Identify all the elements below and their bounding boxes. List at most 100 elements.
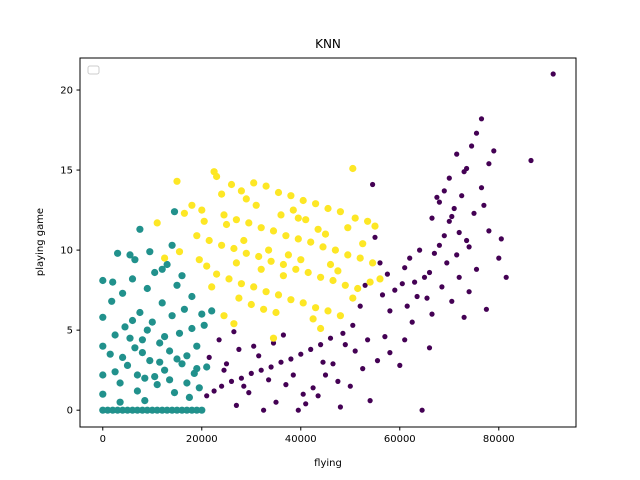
y-tick-label-1: 5: [67, 326, 73, 337]
series-2-point-93: [279, 272, 287, 280]
series-2-point-31: [369, 259, 377, 267]
series-2-point-16: [371, 222, 379, 230]
series-0-point-80: [320, 359, 326, 365]
series-2-point-73: [277, 211, 285, 219]
series-2-point-49: [237, 280, 245, 288]
series-1-point-85: [128, 316, 137, 325]
series-0-point-75: [266, 377, 272, 383]
series-1-point-38: [136, 308, 144, 317]
series-0-point-101: [280, 332, 286, 338]
series-0-point-22: [496, 255, 502, 261]
series-1-point-31: [119, 289, 127, 297]
series-2-point-15: [364, 217, 372, 225]
series-0-point-15: [446, 218, 452, 224]
series-2-point-7: [274, 188, 283, 197]
series-0-point-48: [340, 330, 346, 336]
series-1-point-51: [168, 312, 176, 320]
series-0-point-4: [469, 143, 475, 149]
series-1-point-72: [188, 292, 196, 301]
series-0-point-1: [528, 157, 534, 164]
series-0-point-95: [221, 367, 227, 373]
series-2-point-14: [351, 214, 359, 222]
series-2-point-94: [257, 265, 265, 273]
series-2-point-78: [252, 201, 260, 209]
series-0-point-38: [483, 306, 489, 312]
series-0-point-112: [414, 293, 420, 300]
series-0-point-103: [241, 383, 247, 389]
series-0-point-78: [223, 361, 230, 367]
series-1-point-29: [114, 249, 122, 257]
series-1-point-65: [168, 241, 176, 249]
series-0-point-76: [246, 390, 252, 396]
points-layer: [99, 71, 556, 414]
series-0-point-99: [352, 348, 358, 354]
series-2-point-68: [180, 209, 188, 217]
series-0-point-98: [330, 361, 336, 367]
series-1-point-45: [153, 381, 161, 389]
series-0-point-31: [439, 284, 445, 290]
series-2-point-50: [250, 283, 258, 291]
series-1-point-37: [133, 387, 141, 395]
series-2-point-23: [269, 227, 278, 235]
series-0-point-107: [431, 250, 437, 256]
series-1-point-53: [173, 281, 181, 289]
y-tick-label-0: 0: [67, 406, 73, 417]
series-0-point-17: [464, 237, 470, 244]
series-1-point-13: [163, 406, 171, 414]
series-0-point-110: [466, 244, 472, 250]
series-2-point-35: [230, 244, 238, 253]
series-2-point-69: [153, 219, 161, 227]
series-1-point-42: [146, 357, 154, 365]
series-0-point-115: [446, 175, 452, 181]
series-0-point-57: [248, 370, 254, 376]
series-1-point-24: [99, 371, 107, 379]
series-1-point-47: [158, 299, 166, 307]
series-1-point-9: [143, 406, 151, 414]
series-0-point-88: [337, 404, 343, 410]
series-0-point-47: [350, 322, 356, 328]
series-0-point-58: [238, 375, 244, 381]
series-2-point-2: [173, 177, 181, 185]
series-1-point-36: [131, 344, 139, 352]
series-2-point-51: [262, 288, 270, 296]
series-0-point-60: [219, 383, 225, 389]
series-0-point-61: [211, 388, 217, 394]
series-2-point-24: [282, 232, 290, 240]
series-0-point-113: [399, 281, 405, 287]
series-2-point-75: [302, 216, 310, 224]
series-2-point-83: [222, 220, 231, 229]
series-1-point-89: [183, 379, 191, 387]
series-2-point-42: [317, 273, 325, 281]
series-2-point-44: [341, 281, 349, 289]
series-0-point-54: [278, 359, 284, 365]
series-2-point-36: [242, 249, 250, 257]
series-0-point-89: [300, 391, 306, 397]
series-1-point-86: [138, 349, 146, 357]
series-0-point-64: [335, 378, 341, 384]
series-2-point-40: [292, 265, 300, 273]
series-1-point-74: [203, 363, 211, 371]
series-2-point-71: [175, 248, 184, 256]
legend-box: [87, 65, 100, 75]
series-2-point-33: [205, 236, 213, 245]
series-1-point-91: [111, 368, 119, 376]
series-0-point-49: [327, 335, 334, 341]
series-2-point-8: [287, 192, 295, 200]
series-2-point-18: [198, 206, 206, 214]
series-1-point-20: [198, 406, 206, 414]
series-2-point-53: [287, 296, 295, 304]
series-0-point-72: [303, 401, 309, 407]
series-1-point-41: [143, 284, 151, 293]
series-0-point-3: [473, 130, 480, 136]
series-2-point-22: [257, 224, 265, 232]
series-2-point-60: [247, 300, 255, 309]
series-0-point-94: [206, 354, 212, 360]
series-0-point-40: [429, 311, 435, 317]
series-1-point-50: [166, 347, 174, 355]
series-0-point-7: [486, 161, 492, 167]
series-1-point-76: [116, 398, 124, 406]
series-1-point-61: [193, 342, 201, 350]
series-2-point-56: [324, 307, 332, 315]
series-0-point-77: [233, 402, 239, 408]
series-1-point-69: [146, 248, 154, 256]
